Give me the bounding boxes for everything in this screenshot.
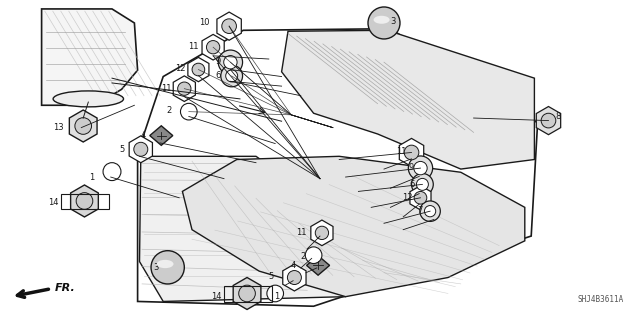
Text: 2: 2: [166, 106, 172, 115]
Text: 11: 11: [188, 42, 198, 51]
Ellipse shape: [404, 145, 419, 160]
Polygon shape: [138, 29, 538, 306]
Ellipse shape: [305, 247, 322, 263]
Polygon shape: [217, 12, 241, 40]
Text: SHJ4B3611A: SHJ4B3611A: [578, 295, 624, 304]
Ellipse shape: [218, 50, 243, 74]
Polygon shape: [140, 156, 346, 301]
Text: 5: 5: [120, 145, 125, 154]
Polygon shape: [202, 34, 224, 60]
Polygon shape: [188, 57, 209, 82]
Polygon shape: [399, 138, 424, 167]
Ellipse shape: [226, 70, 237, 82]
Ellipse shape: [316, 226, 328, 240]
Text: 1: 1: [90, 173, 95, 182]
Ellipse shape: [180, 103, 197, 120]
Ellipse shape: [157, 260, 173, 268]
Text: 4: 4: [141, 131, 146, 140]
Polygon shape: [129, 136, 152, 163]
Text: 5: 5: [269, 272, 274, 281]
Ellipse shape: [178, 82, 191, 95]
Text: 7: 7: [417, 206, 422, 215]
Text: 9: 9: [409, 163, 414, 172]
Polygon shape: [410, 186, 431, 210]
Ellipse shape: [417, 178, 428, 190]
Text: 11: 11: [161, 84, 172, 93]
Text: 3: 3: [390, 17, 396, 26]
Polygon shape: [150, 126, 173, 145]
Ellipse shape: [541, 113, 556, 128]
Text: FR.: FR.: [54, 283, 75, 293]
Ellipse shape: [134, 142, 148, 156]
Ellipse shape: [53, 91, 124, 107]
Polygon shape: [311, 220, 333, 246]
Ellipse shape: [239, 285, 255, 302]
Ellipse shape: [424, 205, 436, 217]
Polygon shape: [233, 278, 261, 309]
Polygon shape: [70, 185, 99, 217]
Polygon shape: [173, 76, 195, 101]
Ellipse shape: [420, 201, 440, 221]
Polygon shape: [283, 264, 306, 291]
Ellipse shape: [222, 19, 236, 33]
Text: 14: 14: [49, 198, 59, 207]
Polygon shape: [69, 110, 97, 142]
Text: 14: 14: [211, 292, 221, 301]
Text: 1: 1: [275, 292, 280, 301]
Ellipse shape: [368, 7, 400, 39]
Text: 4: 4: [291, 261, 296, 270]
Text: 8: 8: [555, 112, 560, 121]
Ellipse shape: [287, 271, 301, 285]
Ellipse shape: [192, 63, 205, 76]
Ellipse shape: [414, 191, 427, 204]
Text: 10: 10: [200, 19, 210, 27]
Text: 2: 2: [301, 252, 306, 261]
Text: 6: 6: [216, 71, 221, 80]
Text: 6: 6: [410, 180, 415, 189]
Ellipse shape: [408, 156, 433, 180]
Text: 12: 12: [403, 193, 413, 202]
Ellipse shape: [151, 251, 184, 284]
Polygon shape: [307, 256, 330, 275]
Ellipse shape: [414, 161, 427, 175]
Polygon shape: [282, 30, 534, 169]
Polygon shape: [42, 9, 138, 105]
Text: 12: 12: [175, 64, 186, 73]
Text: 11: 11: [296, 228, 307, 237]
Text: 3: 3: [154, 263, 159, 272]
Ellipse shape: [75, 118, 92, 134]
Text: 11: 11: [396, 147, 406, 156]
Ellipse shape: [76, 193, 93, 209]
Polygon shape: [182, 156, 525, 297]
Ellipse shape: [221, 65, 243, 87]
Ellipse shape: [267, 285, 284, 302]
Text: 9: 9: [216, 57, 221, 66]
Ellipse shape: [224, 56, 237, 69]
Ellipse shape: [412, 174, 433, 195]
Polygon shape: [536, 107, 561, 135]
Text: 13: 13: [53, 123, 64, 132]
Ellipse shape: [374, 16, 390, 24]
Ellipse shape: [207, 41, 220, 54]
Ellipse shape: [103, 163, 121, 181]
